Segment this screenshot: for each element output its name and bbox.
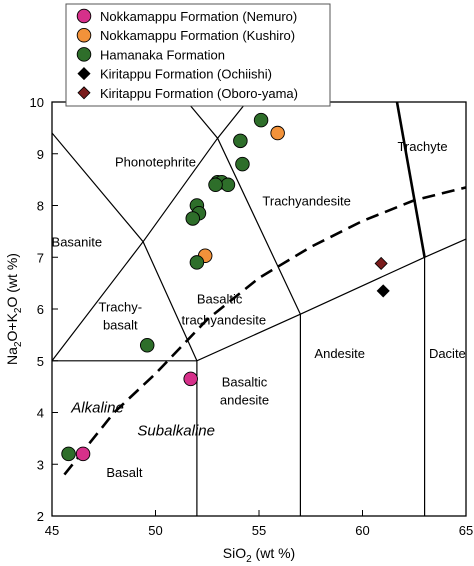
- data-point: [374, 256, 388, 271]
- data-point: [270, 125, 285, 141]
- x-tick-label: 45: [45, 523, 59, 538]
- field-labels: Phonotephrite Trachyte Trachyandesite Basan…: [52, 139, 466, 480]
- data-point: [139, 337, 155, 353]
- x-axis-title: SiO2 (wt %): [223, 545, 295, 565]
- y-tick-label: 7: [37, 250, 44, 265]
- data-point: [189, 255, 205, 270]
- legend-entry-label: Kiritappu Formation (Ochiishi): [100, 67, 272, 82]
- legend-marker: [76, 47, 92, 62]
- field-label: Andesite: [314, 346, 365, 361]
- y-tick-label: 6: [37, 302, 44, 317]
- legend: Nokkamappu Formation (Nemuro) Nokkamappu …: [65, 3, 331, 107]
- legend-entry-label: Hamanaka Formation: [100, 47, 225, 62]
- field-label: Trachyte: [397, 139, 447, 154]
- boundary-line: [395, 102, 426, 258]
- x-tick-label: 55: [252, 523, 266, 538]
- y-tick-label: 2: [37, 509, 44, 524]
- y-tick-label: 10: [30, 95, 44, 110]
- legend-box: [65, 3, 331, 107]
- field-label: basalt: [103, 318, 138, 333]
- field-label: Phonotephrite: [115, 155, 196, 170]
- data-points: [61, 112, 390, 462]
- x-tick-label: 50: [148, 523, 162, 538]
- data-point: [220, 177, 236, 193]
- legend-marker: [77, 86, 91, 100]
- data-point: [235, 156, 250, 172]
- field-boundaries: [52, 102, 466, 516]
- boundary-line: [186, 102, 301, 315]
- data-point: [185, 211, 201, 226]
- field-label: Trachy-: [99, 299, 143, 314]
- legend-entry-label: Nokkamappu Formation (Kushiro): [100, 28, 295, 43]
- field-label: Basanite: [52, 235, 103, 250]
- data-point: [61, 446, 76, 462]
- dashed-divider-line: [63, 186, 466, 476]
- legend-marker: [76, 8, 92, 24]
- x-tick-label: 65: [459, 523, 473, 538]
- data-point: [208, 177, 223, 193]
- legend-entry-label: Kiritappu Formation (Oboro-yama): [100, 86, 298, 101]
- field-label: trachyandesite: [182, 312, 267, 327]
- field-label: Dacite: [429, 346, 466, 361]
- y-tick-label: 9: [37, 147, 44, 162]
- y-tick-label: 5: [37, 354, 44, 369]
- data-point: [233, 133, 248, 149]
- boundary-line: [52, 102, 248, 362]
- field-label: Basaltic: [222, 374, 268, 389]
- y-tick-label: 4: [37, 406, 44, 421]
- y-tick-label: 3: [37, 457, 44, 472]
- alkaline-subalkaline-divider: [63, 186, 466, 476]
- y-axis-title: Na2O+K2O (wt %): [4, 253, 24, 365]
- x-tick-label: 60: [355, 523, 369, 538]
- field-label: Trachyandesite: [262, 193, 350, 208]
- series-labels: Alkaline Subalkaline: [70, 399, 215, 439]
- legend-marker: [76, 27, 92, 43]
- data-point: [376, 284, 390, 298]
- boundary-line: [52, 132, 198, 362]
- data-point: [183, 371, 198, 387]
- series-region-label: Alkaline: [70, 399, 124, 416]
- field-label: andesite: [220, 393, 269, 408]
- y-tick-label: 8: [37, 199, 44, 214]
- series-region-label: Subalkaline: [137, 423, 215, 440]
- data-point: [253, 112, 269, 128]
- legend-marker: [77, 67, 91, 81]
- field-label: Basaltic: [197, 292, 243, 307]
- legend-entry-label: Nokkamappu Formation (Nemuro): [100, 9, 297, 24]
- field-label: Basalt: [106, 465, 143, 480]
- data-point: [75, 446, 91, 462]
